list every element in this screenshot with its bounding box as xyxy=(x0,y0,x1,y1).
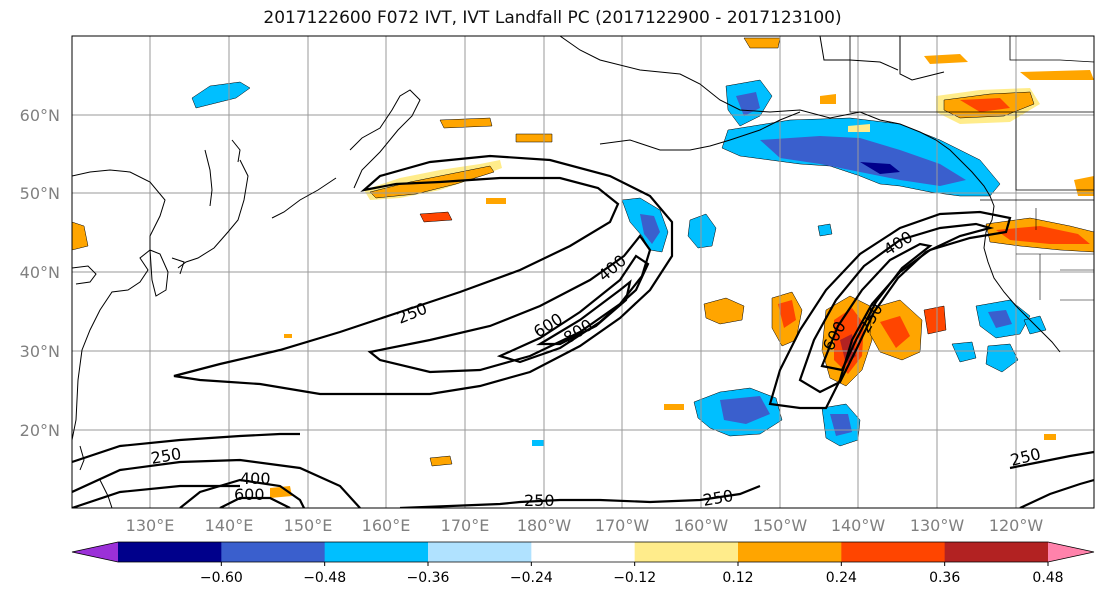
colorbar-swatch xyxy=(221,542,326,562)
colorbar: −0.60 −0.48 −0.36 −0.24 −0.12 0.12 0.24 0.36 0.4… xyxy=(71,541,1095,586)
ivt-contours xyxy=(72,154,1094,508)
map-title: 2017122600 F072 IVT, IVT Landfall PC (20… xyxy=(263,8,842,28)
lon-label: 180°W xyxy=(517,516,572,535)
contour-label: 600 xyxy=(234,485,265,504)
lon-label: 170°W xyxy=(595,516,650,535)
colorbar-extend-high xyxy=(1048,542,1094,562)
colorbar-swatch xyxy=(324,542,429,562)
positive-anomaly-patches xyxy=(72,37,1094,498)
colorbar-extend-low xyxy=(72,542,118,562)
contour-label: 250 xyxy=(524,491,555,510)
colorbar-swatch xyxy=(944,542,1049,562)
colorbar-swatch xyxy=(634,542,739,562)
lon-label: 130°E xyxy=(126,516,175,535)
lat-label-20n: 20°N xyxy=(20,421,60,440)
colorbar-tick-label: 0.48 xyxy=(1032,570,1063,586)
longitude-labels: 130°E 140°E 150°E 160°E 170°E 180°W 170°… xyxy=(126,516,1044,535)
latitude-labels: 60°N 50°N 40°N 30°N 20°N xyxy=(20,106,60,440)
colorbar-tick-label: −0.24 xyxy=(510,570,553,586)
contour-label: 250 xyxy=(701,486,734,510)
colorbar-swatch xyxy=(428,542,532,562)
colorbar-tick-label: −0.36 xyxy=(407,570,450,586)
colorbar-tick-label: −0.48 xyxy=(303,570,346,586)
lat-label-30n: 30°N xyxy=(20,342,60,361)
lon-label: 130°W xyxy=(910,516,965,535)
lon-label: 120°W xyxy=(989,516,1044,535)
colorbar-swatch xyxy=(841,542,946,562)
colorbar-tick-label: −0.60 xyxy=(200,570,243,586)
coastlines xyxy=(72,36,1094,508)
lon-label: 140°E xyxy=(205,516,254,535)
lon-label: 150°E xyxy=(284,516,333,535)
lon-label: 160°E xyxy=(362,516,411,535)
colorbar-swatch xyxy=(531,542,636,562)
lon-label: 170°E xyxy=(441,516,490,535)
lat-label-60n: 60°N xyxy=(20,106,60,125)
colorbar-swatch xyxy=(118,542,222,562)
colorbar-tick-label: −0.12 xyxy=(613,570,656,586)
plot-frame xyxy=(71,35,1095,509)
graticule xyxy=(72,36,1094,508)
lat-label-40n: 40°N xyxy=(20,263,60,282)
colorbar-tick-label: 0.12 xyxy=(722,570,753,586)
lon-label: 140°W xyxy=(831,516,886,535)
colorbar-tick-label: 0.24 xyxy=(826,570,857,586)
lon-label: 160°W xyxy=(674,516,729,535)
colorbar-swatch xyxy=(738,542,842,562)
lon-label: 150°W xyxy=(753,516,808,535)
colorbar-tick-label: 0.36 xyxy=(929,570,960,586)
lat-label-50n: 50°N xyxy=(20,184,60,203)
contour-label: 400 xyxy=(240,469,271,488)
plot-area: 250 400 600 800 400 250 600 250 400 600 … xyxy=(72,36,1094,510)
